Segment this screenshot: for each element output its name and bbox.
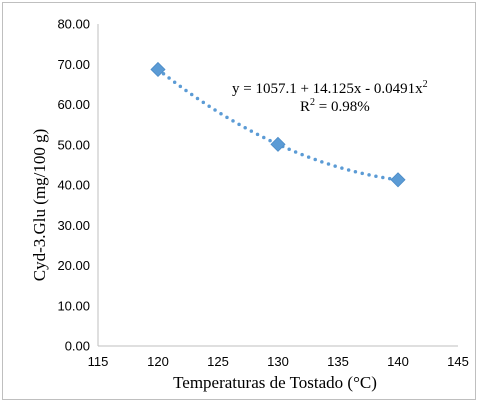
x-tick-label: 115 <box>88 354 109 369</box>
data-point <box>150 61 166 78</box>
x-tick-labels: 115 120 125 130 135 140 145 <box>88 354 469 369</box>
r-squared-label: R2 = 0.98% <box>300 97 370 115</box>
x-tick-label: 125 <box>207 354 229 369</box>
data-point <box>270 136 286 152</box>
y-tick-label: 0.00 <box>65 339 90 354</box>
trendline-equation: y = 1057.1 + 14.125x - 0.0491x2 <box>232 79 428 97</box>
data-point <box>390 172 406 188</box>
y-tick-label: 70.00 <box>57 57 90 72</box>
y-tick-labels: 0.00 10.00 20.00 30.00 40.00 50.00 60.00 70.00 8… <box>57 17 90 354</box>
x-tick-label: 135 <box>327 354 349 369</box>
y-tick-label: 60.00 <box>57 97 90 112</box>
y-tick-label: 50.00 <box>57 137 90 152</box>
y-tick-label: 20.00 <box>57 258 90 273</box>
x-tick-label: 120 <box>147 354 169 369</box>
x-tick-label: 140 <box>387 354 409 369</box>
y-tick-label: 10.00 <box>57 298 90 313</box>
r2-superscript: 2 <box>310 97 315 108</box>
y-tick-label: 30.00 <box>57 218 90 233</box>
equation-superscript: 2 <box>423 79 428 90</box>
chart-frame <box>2 2 476 400</box>
y-tick-label: 40.00 <box>57 178 90 193</box>
y-axis-title: Cyd-3.Glu (mg/100 g) <box>30 129 49 282</box>
x-tick-label: 130 <box>267 354 289 369</box>
r2-text: R <box>300 99 310 115</box>
x-axis-title: Temperaturas de Tostado (°C) <box>173 373 377 392</box>
equation-text: y = 1057.1 + 14.125x - 0.0491x <box>232 81 423 97</box>
x-tick-label: 145 <box>447 354 469 369</box>
y-tick-label: 80.00 <box>57 17 90 32</box>
trendline-path <box>156 67 400 182</box>
data-points <box>150 61 406 188</box>
trendline <box>156 67 400 182</box>
r2-value: = 0.98% <box>315 99 370 115</box>
